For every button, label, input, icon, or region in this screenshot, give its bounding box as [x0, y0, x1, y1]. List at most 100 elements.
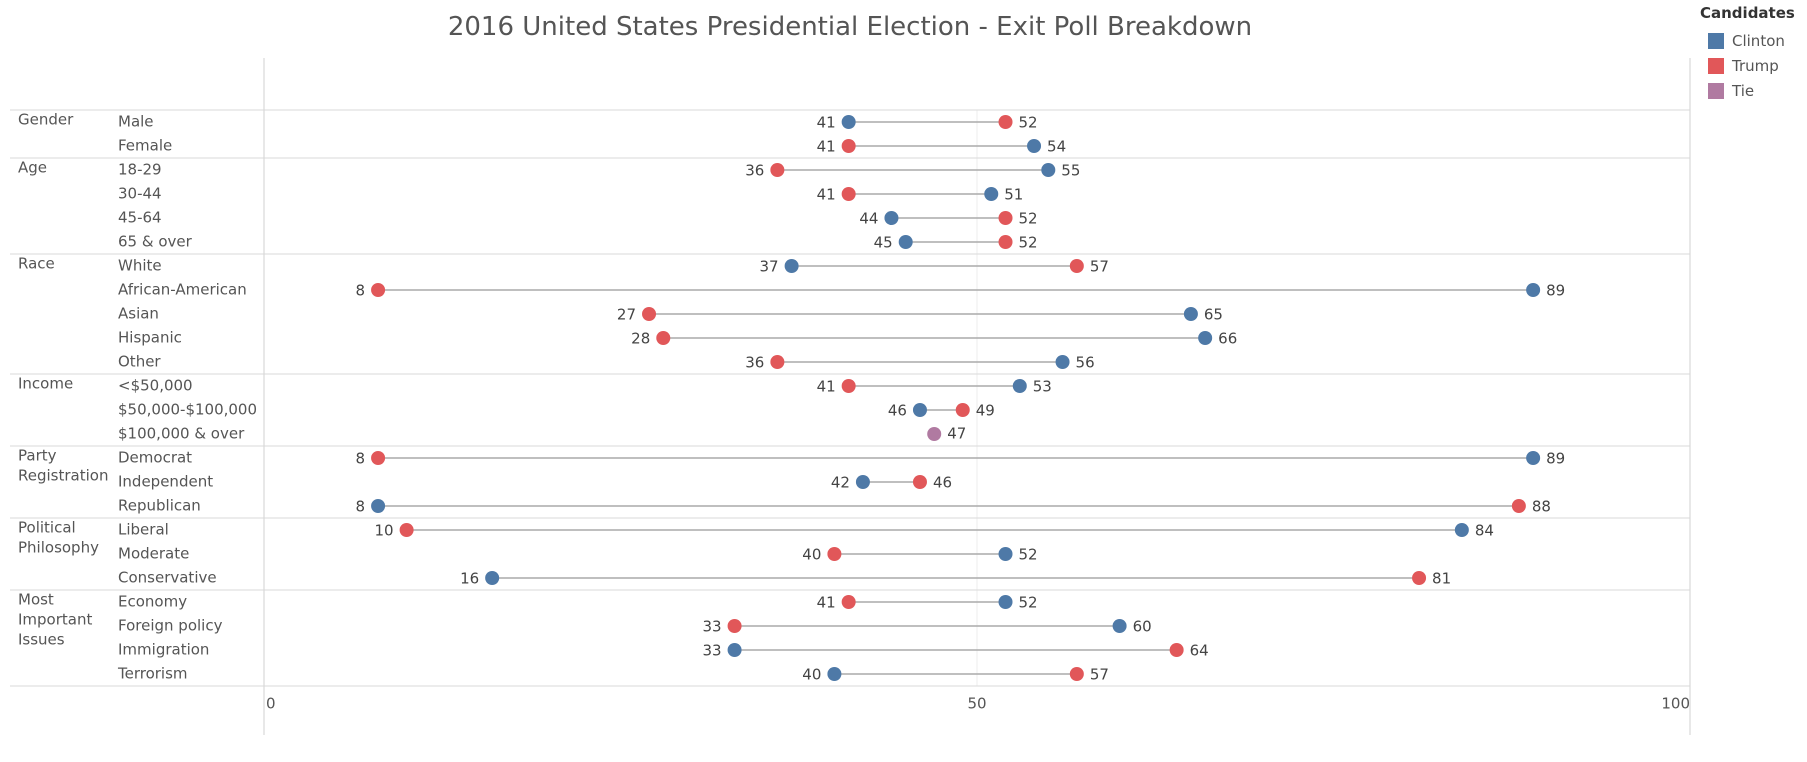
- legend-swatch-clinton: [1708, 32, 1724, 49]
- clinton-point: [898, 235, 913, 249]
- value-label: 41: [817, 114, 836, 132]
- tie-point: [927, 427, 942, 441]
- group-label: Important: [18, 611, 92, 629]
- trump-point: [1069, 667, 1084, 681]
- value-label: 88: [1532, 498, 1551, 516]
- value-label: 81: [1432, 570, 1451, 588]
- clinton-point: [855, 475, 870, 489]
- trump-point: [827, 547, 842, 561]
- clinton-point: [884, 211, 899, 225]
- trump-point: [399, 523, 414, 537]
- value-label: 40: [802, 666, 821, 684]
- dumbbell-plot: Gender Male 41 52 Female 41 54 Age 18-29 36 55 30-4…: [10, 58, 1691, 735]
- value-label: 33: [702, 618, 721, 636]
- row-label: 45-64: [118, 209, 162, 227]
- value-label: 52: [1019, 210, 1038, 228]
- row-label: $100,000 & over: [118, 425, 245, 443]
- group-label: Age: [18, 159, 47, 177]
- row-label: 65 & over: [118, 233, 193, 251]
- row-label: Conservative: [118, 569, 217, 587]
- value-label: 55: [1061, 162, 1080, 180]
- value-label: 42: [831, 474, 850, 492]
- value-label: 27: [617, 306, 636, 324]
- trump-point: [912, 475, 927, 489]
- value-label: 28: [631, 330, 650, 348]
- value-label: 64: [1190, 642, 1209, 660]
- group-label: Race: [18, 255, 55, 273]
- trump-point: [841, 139, 856, 153]
- row-label: Asian: [118, 305, 159, 323]
- clinton-point: [1112, 619, 1127, 633]
- legend-item-tie[interactable]: Tie: [1700, 78, 1800, 103]
- group-label: Philosophy: [18, 539, 99, 557]
- value-label: 60: [1133, 618, 1152, 636]
- value-label: 41: [817, 186, 836, 204]
- clinton-point: [727, 643, 742, 657]
- row-label: Independent: [118, 473, 213, 491]
- group-label: Income: [18, 375, 73, 393]
- clinton-point: [998, 547, 1013, 561]
- clinton-point: [984, 187, 999, 201]
- clinton-point: [912, 403, 927, 417]
- group-label: Gender: [18, 111, 74, 129]
- legend-swatch-tie: [1708, 82, 1724, 99]
- trump-point: [841, 187, 856, 201]
- clinton-point: [827, 667, 842, 681]
- x-tick-label: 0: [266, 695, 276, 713]
- row-label: Terrorism: [117, 665, 188, 683]
- value-label: 36: [745, 162, 764, 180]
- clinton-point: [1055, 355, 1070, 369]
- value-label: 52: [1019, 114, 1038, 132]
- legend-item-trump[interactable]: Trump: [1700, 53, 1800, 78]
- row-label: Foreign policy: [118, 617, 223, 635]
- value-label: 53: [1033, 378, 1052, 396]
- legend-item-clinton[interactable]: Clinton: [1700, 28, 1800, 53]
- value-label: 46: [933, 474, 952, 492]
- value-label: 44: [859, 210, 878, 228]
- clinton-point: [998, 595, 1013, 609]
- trump-point: [1069, 259, 1084, 273]
- value-label: 46: [888, 402, 907, 420]
- value-label: 10: [375, 522, 394, 540]
- trump-point: [371, 451, 386, 465]
- value-label: 57: [1090, 258, 1109, 276]
- value-label: 37: [760, 258, 779, 276]
- trump-point: [770, 163, 785, 177]
- row-label: Democrat: [118, 449, 192, 467]
- value-label: 49: [976, 402, 995, 420]
- value-label: 57: [1090, 666, 1109, 684]
- row-label: Republican: [118, 497, 201, 515]
- legend: Candidates Clinton Trump Tie: [1700, 4, 1800, 103]
- row-label: Liberal: [118, 521, 169, 539]
- clinton-point: [1041, 163, 1056, 177]
- clinton-point: [1027, 139, 1042, 153]
- trump-point: [770, 355, 785, 369]
- row-label: White: [118, 257, 162, 275]
- value-label: 8: [356, 498, 366, 516]
- row-label: Female: [118, 137, 172, 155]
- value-label: 8: [356, 282, 366, 300]
- clinton-point: [1183, 307, 1198, 321]
- trump-point: [1412, 571, 1427, 585]
- value-label: 40: [802, 546, 821, 564]
- group-label: Party: [18, 447, 57, 465]
- value-label: 8: [356, 450, 366, 468]
- trump-point: [998, 211, 1013, 225]
- group-label: Registration: [18, 467, 108, 485]
- clinton-point: [1012, 379, 1027, 393]
- legend-title: Candidates: [1700, 4, 1795, 22]
- clinton-point: [1526, 283, 1541, 297]
- trump-point: [371, 283, 386, 297]
- row-label: Other: [118, 353, 161, 371]
- x-tick-label: 50: [967, 695, 986, 713]
- clinton-point: [1526, 451, 1541, 465]
- group-label: Most: [18, 591, 54, 609]
- trump-point: [955, 403, 970, 417]
- value-label: 41: [817, 138, 836, 156]
- row-label: 18-29: [118, 161, 162, 179]
- trump-point: [642, 307, 657, 321]
- trump-point: [998, 115, 1013, 129]
- row-label: <$50,000: [118, 377, 193, 395]
- row-label: Moderate: [118, 545, 189, 563]
- value-label: 66: [1218, 330, 1237, 348]
